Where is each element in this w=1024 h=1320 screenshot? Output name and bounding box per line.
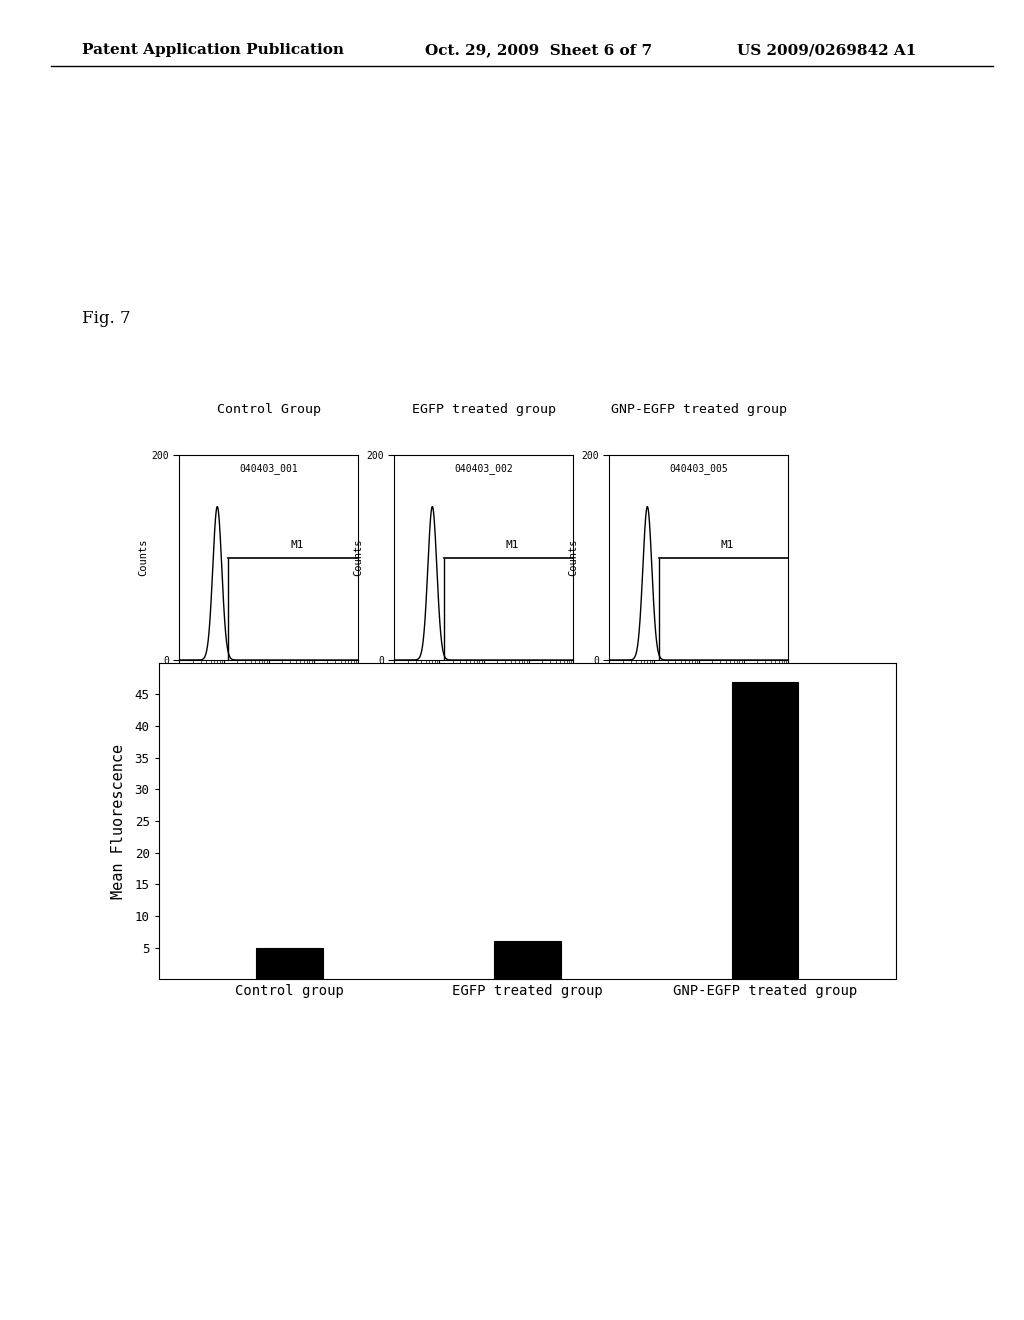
Text: Oct. 29, 2009  Sheet 6 of 7: Oct. 29, 2009 Sheet 6 of 7 [425, 44, 652, 57]
Y-axis label: Mean Fluorescence: Mean Fluorescence [112, 743, 126, 899]
Bar [256, 948, 323, 979]
X-axis label: FL1-H: FL1-H [683, 685, 715, 696]
Text: US 2009/0269842 A1: US 2009/0269842 A1 [737, 44, 916, 57]
Text: M1: M1 [721, 540, 734, 550]
Text: EGFP treated group: EGFP treated group [412, 403, 556, 416]
Text: 040403_005: 040403_005 [670, 463, 728, 474]
Text: Fig. 7: Fig. 7 [82, 310, 130, 327]
Text: M1: M1 [506, 540, 519, 550]
Bar [494, 941, 561, 979]
Y-axis label: Counts: Counts [568, 539, 579, 577]
Text: M1: M1 [291, 540, 304, 550]
Y-axis label: Counts: Counts [138, 539, 148, 577]
Bar [732, 681, 799, 979]
Text: 040403_001: 040403_001 [240, 463, 298, 474]
Text: Control Group: Control Group [217, 403, 321, 416]
X-axis label: FL1-H: FL1-H [253, 685, 285, 696]
Text: 040403_002: 040403_002 [455, 463, 513, 474]
X-axis label: FL1-H: FL1-H [468, 685, 500, 696]
Text: GNP-EGFP treated group: GNP-EGFP treated group [611, 403, 786, 416]
Text: Patent Application Publication: Patent Application Publication [82, 44, 344, 57]
Y-axis label: Counts: Counts [353, 539, 364, 577]
